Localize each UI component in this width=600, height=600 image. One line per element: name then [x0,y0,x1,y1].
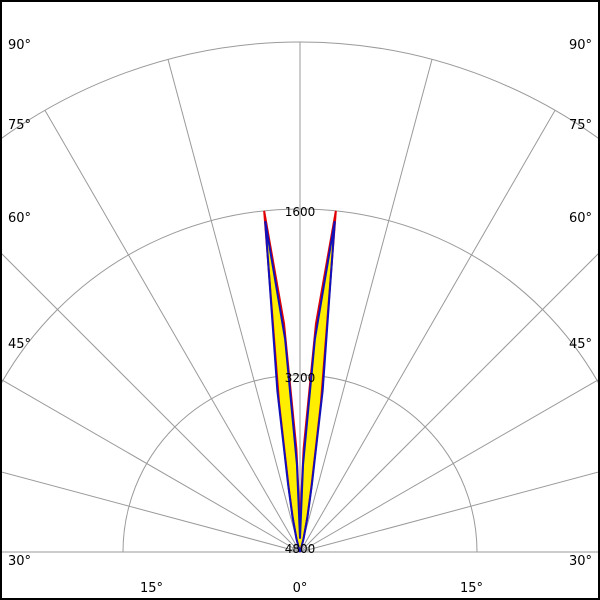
radial-tick-label-4800: 4800 [285,542,316,556]
grid-spoke-45 [299,253,598,553]
grid-spoke-15 [299,59,433,553]
grid-spoke-30 [299,110,556,553]
angle-label-right-90: 90° [569,38,592,53]
grid-spoke--75 [2,471,301,553]
radial-tick-label-1600: 1600 [285,205,316,219]
grid-spoke-60 [299,379,598,553]
angle-label-right-60: 60° [569,211,592,226]
angle-label-left-75: 75° [8,118,31,133]
angle-label-left-15: 15° [140,581,163,596]
angular-grid-spokes [2,42,598,553]
angle-label-center-0: 0° [293,581,308,596]
grid-spoke--30 [44,110,301,553]
angle-label-right-45: 45° [569,337,592,352]
radial-tick-label-3200: 3200 [285,371,316,385]
angle-label-left-90: 90° [8,38,31,53]
grid-spoke--45 [2,253,301,553]
distribution-fill-area [265,221,335,552]
grid-spoke-75 [299,471,598,553]
grid-spoke--60 [2,379,301,553]
grid-spoke--15 [167,59,301,553]
angle-label-left-45: 45° [8,337,31,352]
angle-label-left-30: 30° [8,554,31,569]
distribution-curve-c90-c270 [264,221,336,553]
angle-label-right-30: 30° [569,554,592,569]
angle-label-right-75: 75° [569,118,592,133]
angle-label-left-60: 60° [8,211,31,226]
angle-label-right-15: 15° [460,581,483,596]
